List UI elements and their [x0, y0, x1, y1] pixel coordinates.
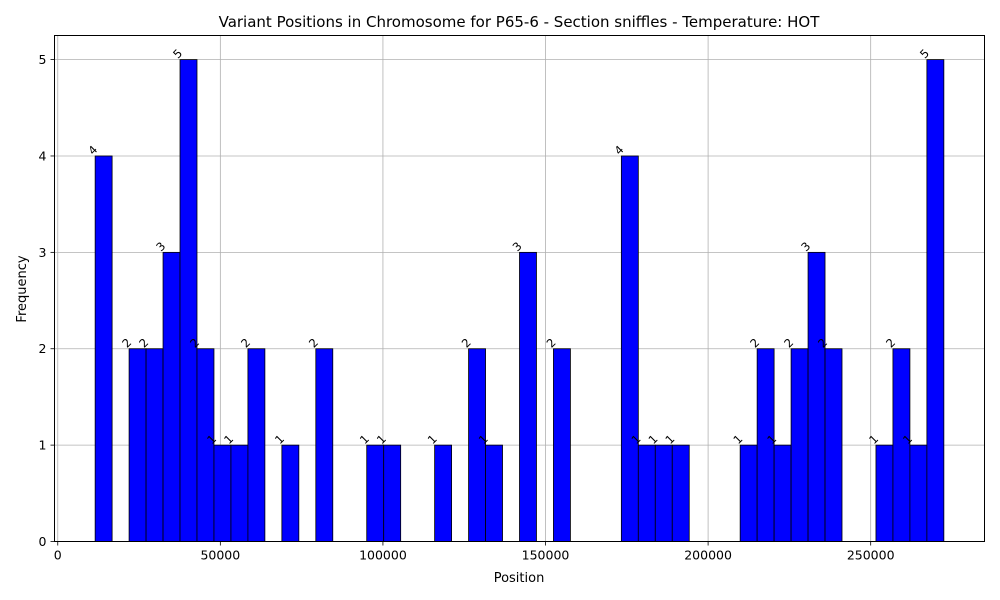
bar-value-label: 3 [798, 239, 813, 254]
histogram-bar [315, 348, 334, 542]
bar-value-label: 1 [730, 432, 745, 447]
y-tick-label: 5 [39, 52, 47, 67]
bar-value-label: 1 [662, 432, 677, 447]
bar-value-label: 3 [510, 239, 525, 254]
x-tick-label: 250000 [847, 548, 895, 563]
y-tick-label: 4 [39, 148, 47, 163]
histogram-bar [654, 444, 673, 542]
bar-value-label: 1 [357, 432, 372, 447]
x-tick-label: 200000 [684, 548, 732, 563]
x-tick-label: 150000 [522, 548, 570, 563]
bar-value-label: 1 [221, 432, 236, 447]
x-tick-label: 50000 [200, 548, 240, 563]
bar-value-label: 1 [425, 432, 440, 447]
histogram-bar [247, 348, 266, 542]
bar-value-label: 2 [747, 335, 762, 350]
bar-value-label: 5 [170, 46, 185, 61]
y-tick-label: 3 [39, 245, 47, 260]
histogram-bar [230, 444, 249, 542]
x-tick-label: 0 [54, 548, 62, 563]
histogram-bar [162, 251, 181, 542]
histogram-bar [637, 444, 656, 542]
histogram-bar [773, 444, 792, 542]
histogram-bar [807, 251, 826, 542]
bar-value-label: 3 [153, 239, 168, 254]
histogram-bar [875, 444, 894, 542]
histogram-bar [519, 251, 537, 542]
histogram-bar [485, 444, 503, 542]
bar-value-label: 1 [866, 432, 881, 447]
y-tick-label: 2 [39, 341, 47, 356]
y-tick-label: 0 [39, 534, 47, 549]
histogram-bar [366, 444, 385, 542]
x-axis-label: Position [494, 571, 545, 586]
bar-value-label: 4 [611, 143, 626, 158]
bar-value-label: 2 [459, 335, 474, 350]
bar-value-label: 1 [272, 432, 287, 447]
histogram-bar [824, 348, 843, 542]
histogram-bar [553, 348, 571, 542]
bar-value-label: 1 [374, 432, 389, 447]
histogram-bar [434, 444, 453, 542]
x-tick-label: 100000 [359, 548, 407, 563]
bar-value-label: 2 [238, 335, 253, 350]
plot-frame [54, 35, 985, 542]
bars-group [94, 59, 945, 542]
x-axis-ticks: 0 50000 100000 150000 200000 250000 [54, 541, 895, 563]
bar-value-label: 4 [85, 143, 100, 158]
histogram-bar [909, 444, 928, 542]
bar-value-label: 2 [883, 335, 898, 350]
bar-value-label: 1 [645, 432, 660, 447]
histogram-bar [179, 59, 198, 542]
bar-value-label: 2 [136, 335, 151, 350]
y-axis-label: Frequency [15, 255, 30, 322]
y-axis-ticks: 0 1 2 3 4 5 [39, 52, 55, 549]
chart-title: Variant Positions in Chromosome for P65-… [219, 13, 821, 31]
histogram-bar [94, 155, 113, 542]
histogram-bar [739, 444, 758, 542]
bar-value-label: 2 [119, 335, 134, 350]
histogram-bar [145, 348, 164, 542]
histogram-bar [281, 444, 300, 542]
bar-value-label: 2 [781, 335, 796, 350]
histogram-bar [213, 444, 232, 542]
histogram-bar [926, 59, 945, 542]
bar-value-label: 2 [306, 335, 321, 350]
bar-value-label: 5 [917, 46, 932, 61]
histogram-bar [128, 348, 147, 542]
histogram-bar [620, 155, 639, 542]
histogram-bar [790, 348, 809, 542]
histogram-bar [383, 444, 402, 542]
y-tick-label: 1 [39, 438, 47, 453]
histogram-bar [671, 444, 690, 542]
